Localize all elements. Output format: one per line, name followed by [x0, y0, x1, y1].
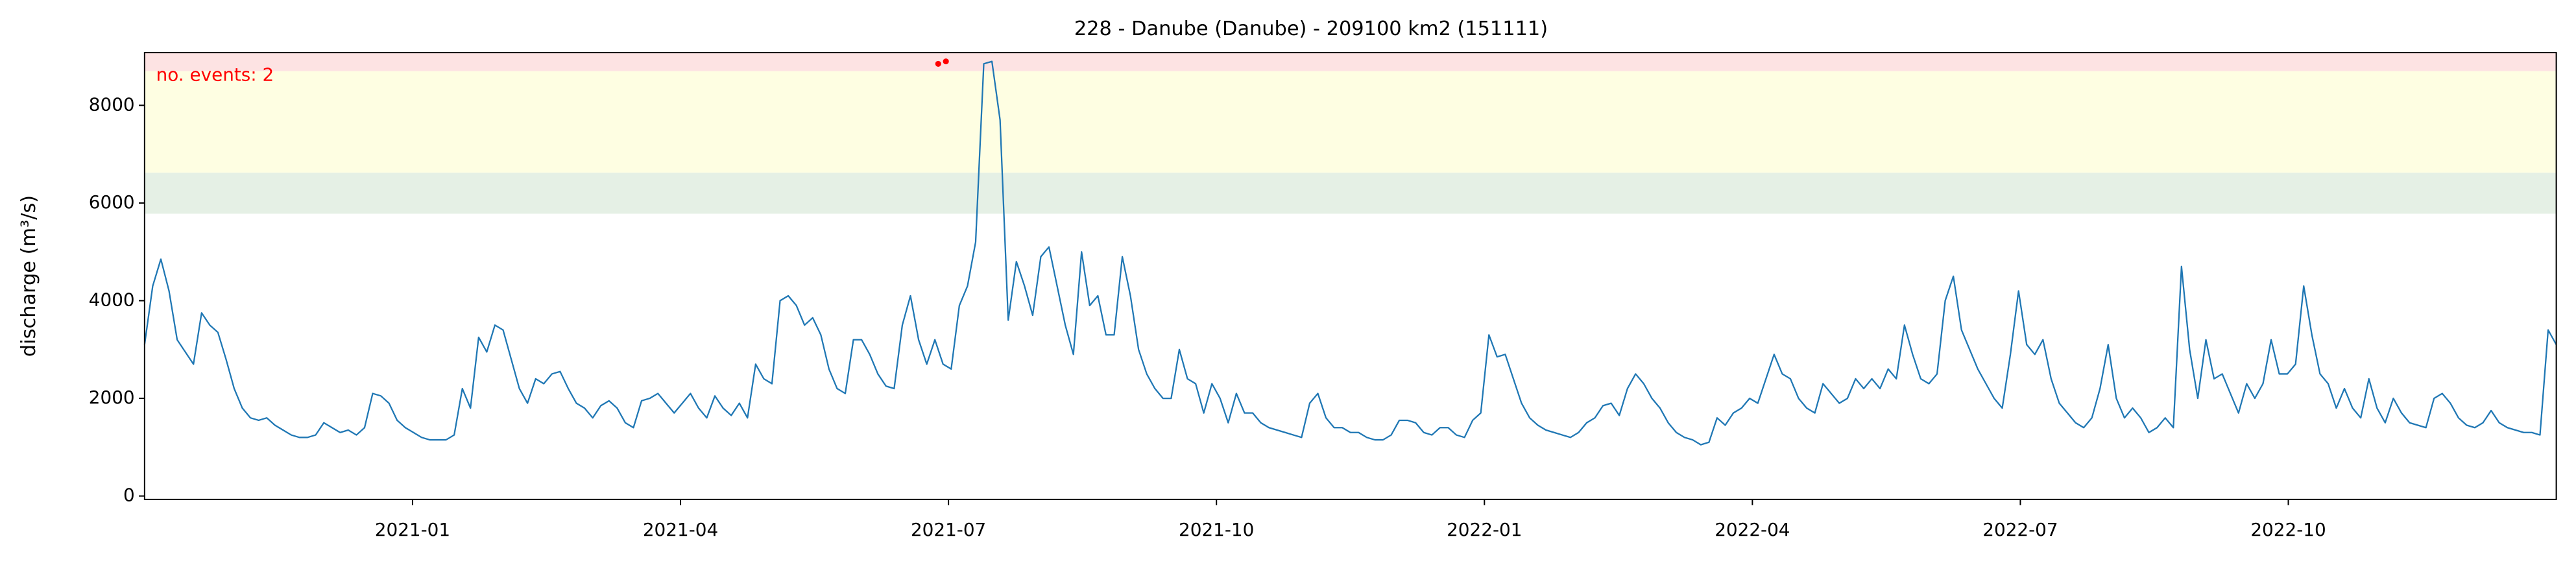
threshold-band — [144, 71, 2557, 173]
x-tick-label: 2022-04 — [1715, 519, 1790, 540]
annotation: no. events: 2 — [156, 64, 274, 86]
x-tick-label: 2021-01 — [375, 519, 450, 540]
x-tick-label: 2022-01 — [1447, 519, 1522, 540]
event-marker — [935, 60, 941, 67]
x-tick-label: 2022-07 — [1982, 519, 2058, 540]
y-axis-label: discharge (m³/s) — [18, 195, 40, 357]
y-tick-label: 4000 — [89, 289, 135, 311]
y-tick-label: 0 — [123, 485, 135, 506]
event-marker — [943, 58, 949, 65]
y-tick-label: 6000 — [89, 191, 135, 213]
x-tick-label: 2021-10 — [1179, 519, 1254, 540]
y-tick-label: 8000 — [89, 93, 135, 115]
plot-frame — [143, 52, 2557, 500]
y-tick-label: 2000 — [89, 387, 135, 408]
threshold-band — [144, 53, 2557, 71]
threshold-band — [144, 173, 2557, 214]
x-tick-label: 2021-07 — [911, 519, 986, 540]
chart-title: 228 - Danube (Danube) - 209100 km2 (1511… — [1074, 18, 1548, 40]
x-tick-label: 2022-10 — [2250, 519, 2326, 540]
plot — [143, 58, 2557, 446]
discharge-line — [143, 60, 2557, 446]
bands — [144, 53, 2557, 214]
x-tick-label: 2021-04 — [643, 519, 718, 540]
